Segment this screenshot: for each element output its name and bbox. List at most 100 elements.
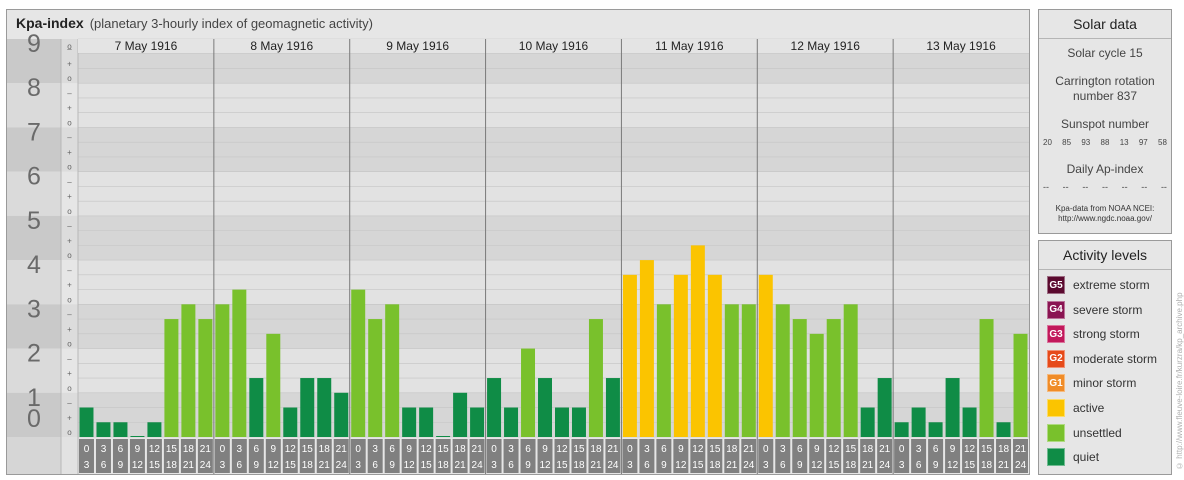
y-band [78, 260, 1029, 305]
kp-bar [741, 304, 756, 437]
interval-start-label: 3 [916, 444, 922, 455]
time-label-box [792, 439, 808, 473]
kp-bar [215, 304, 230, 437]
kp-bar [588, 319, 603, 437]
time-label-box [231, 439, 247, 473]
time-label-box [809, 439, 825, 473]
interval-start-label: 12 [285, 444, 297, 455]
sub-tick-label: + [67, 148, 72, 157]
interval-end-label: 21 [455, 460, 467, 471]
time-label-box [639, 439, 655, 473]
time-label-box [367, 439, 383, 473]
time-label-box [979, 439, 995, 473]
time-label-box [452, 439, 468, 473]
kpa-chart-panel: Kpa-index (planetary 3-hourly index of ge… [6, 9, 1030, 475]
kp-bar [79, 407, 94, 437]
time-label-box [894, 439, 910, 473]
interval-start-label: 3 [780, 444, 786, 455]
time-label-box [605, 439, 621, 473]
y-band [78, 127, 1029, 172]
activity-level-label: extreme storm [1073, 278, 1150, 292]
sub-tick-label: o [67, 163, 72, 172]
sub-tick-label: + [67, 369, 72, 378]
kp-bar [724, 304, 739, 437]
interval-start-label: 15 [302, 444, 314, 455]
kp-bar [368, 319, 383, 437]
activity-level-label: active [1073, 401, 1105, 415]
y-tick-label: 1 [27, 384, 41, 412]
kp-bar [96, 422, 111, 437]
kp-bar [249, 378, 264, 437]
kp-bar [147, 422, 162, 437]
time-label-box [707, 439, 723, 473]
time-label-box [656, 439, 672, 473]
kp-bar [996, 422, 1011, 437]
y-tick-label: 5 [27, 207, 41, 235]
interval-end-label: 18 [573, 460, 585, 471]
activity-level-label: strong storm [1073, 327, 1140, 342]
time-label-box [486, 439, 502, 473]
activity-level-label: severe storm [1073, 302, 1143, 317]
interval-end-label: 15 [285, 460, 297, 471]
time-label-box [282, 439, 298, 473]
kp-bar [181, 304, 196, 437]
interval-start-label: 12 [828, 444, 840, 455]
interval-start-label: 12 [964, 444, 976, 455]
interval-start-label: 15 [845, 444, 857, 455]
time-label-box [962, 439, 978, 473]
sub-tick-label: + [67, 236, 72, 245]
time-label-box [316, 439, 332, 473]
kp-bar [605, 378, 620, 437]
kp-bar [622, 274, 637, 437]
interval-start-label: 6 [254, 444, 260, 455]
carrington-line-2: number 837 [1072, 89, 1138, 103]
activity-level-label: quiet [1073, 450, 1100, 465]
interval-end-label: 3 [491, 460, 497, 471]
time-label-box [520, 439, 536, 473]
y-label-band [7, 392, 61, 437]
y-label-band [7, 215, 61, 261]
sub-tick-label: o [67, 118, 72, 127]
day-label: 10 May 1916 [519, 39, 589, 53]
interval-end-label: 9 [118, 460, 124, 471]
interval-start-label: 9 [950, 444, 956, 455]
interval-start-label: 18 [726, 444, 738, 455]
activity-level-unsettled: unsettled [1047, 423, 1122, 443]
day-label: 9 May 1916 [386, 39, 449, 53]
interval-end-label: 24 [879, 460, 891, 471]
interval-end-label: 6 [101, 460, 107, 471]
interval-end-label: 12 [268, 460, 280, 471]
sub-label-band [61, 171, 78, 216]
time-label-box [843, 439, 859, 473]
interval-end-label: 3 [763, 460, 769, 471]
interval-start-label: 18 [455, 444, 467, 455]
kp-bar [470, 407, 485, 437]
y-label-band [7, 437, 61, 474]
interval-end-label: 12 [539, 460, 551, 471]
interval-end-label: 9 [661, 460, 667, 471]
interval-end-label: 18 [438, 460, 450, 471]
interval-start-label: 18 [319, 444, 331, 455]
interval-end-label: 6 [780, 460, 786, 471]
interval-end-label: 3 [220, 460, 226, 471]
activity-level-swatch: G1 [1047, 374, 1065, 393]
time-label-box [350, 439, 366, 473]
interval-start-label: 3 [101, 444, 107, 455]
sub-tick-label: – [67, 222, 72, 231]
solar-data-title: Solar data [1039, 10, 1171, 39]
interval-start-label: 9 [271, 444, 277, 455]
interval-start-label: 18 [183, 444, 195, 455]
kp-bar [894, 422, 909, 437]
kp-bar [1013, 333, 1028, 437]
credit-line-2: http://www.ngdc.noaa.gov/ [1058, 214, 1152, 223]
sunspot-value: 97 [1138, 138, 1148, 147]
ap-value: -- [1043, 182, 1049, 192]
y-tick-label: 3 [27, 295, 41, 323]
interval-start-label: 18 [590, 444, 602, 455]
kp-bar [266, 333, 281, 437]
interval-start-label: 12 [149, 444, 161, 455]
ap-value: -- [1062, 182, 1069, 192]
time-label-box [469, 439, 485, 473]
sub-tick-label: – [67, 399, 72, 408]
time-label-box [775, 439, 791, 473]
